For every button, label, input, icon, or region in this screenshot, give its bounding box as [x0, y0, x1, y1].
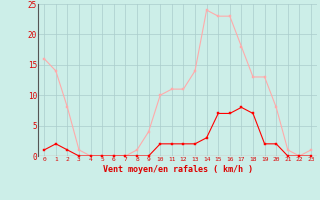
- X-axis label: Vent moyen/en rafales ( km/h ): Vent moyen/en rafales ( km/h ): [103, 165, 252, 174]
